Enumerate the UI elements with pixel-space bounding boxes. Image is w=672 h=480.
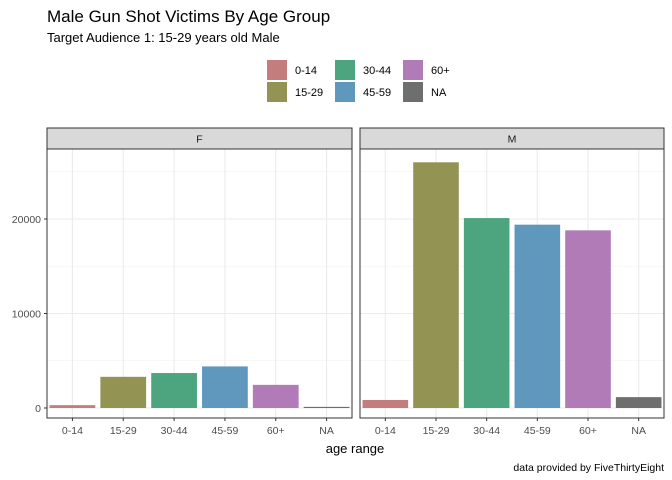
legend-label-0-14: 0-14 [295,65,317,77]
legend-label-30-44: 30-44 [363,65,391,77]
chart-subtitle: Target Audience 1: 15-29 years old Male [47,30,280,45]
facet-panel-M: M 0-14 15-29 30-44 45-59 60+ NA [359,127,665,437]
legend-label-45-59: 45-59 [363,87,391,99]
bar-F-30-44 [151,373,197,408]
facet-strip-label-F: F [196,134,202,146]
x-tick-label-M-NA: NA [631,425,646,437]
bar-F-45-59 [202,366,248,408]
legend-label-NA: NA [431,87,447,99]
plot-background-F [47,149,352,418]
bar-M-NA [615,397,662,408]
x-tick-label-M-15-29: 15-29 [423,425,450,437]
bar-M-30-44 [463,218,510,408]
x-axis-label: age range [326,441,385,456]
x-tick-label-F-15-29: 15-29 [110,425,137,437]
x-tick-label-M-30-44: 30-44 [473,425,500,437]
facet-strip-label-M: M [508,134,517,146]
bar-F-0-14 [49,405,96,408]
bar-M-15-29 [413,162,459,408]
chart-title: Male Gun Shot Victims By Age Group [47,7,330,26]
legend-swatch-30-44 [335,60,355,80]
legend-swatch-60+ [403,60,423,80]
bar-F-60+ [252,384,299,408]
bar-M-60+ [565,230,611,408]
y-tick-label-0: 0 [35,403,41,415]
bar-F-NA [303,406,350,408]
x-tick-label-F-30-44: 30-44 [161,425,188,437]
x-tick-label-F-45-59: 45-59 [211,425,238,437]
legend-swatch-0-14 [267,60,287,80]
bar-F-15-29 [100,376,147,408]
y-tick-label-20000: 20000 [12,214,41,226]
legend-swatch-NA [403,82,423,102]
legend: 0-14 15-29 30-44 45-59 60+ NA [267,60,450,102]
plot-background-M [360,149,664,418]
bar-M-45-59 [514,224,561,408]
y-tick-label-10000: 10000 [12,309,41,321]
legend-label-15-29: 15-29 [295,87,323,99]
legend-swatch-15-29 [267,82,287,102]
facet-panels: F 0-14 15-29 30-44 45-59 60+ NA M 0-14 15-29 30-44… [12,127,665,437]
x-tick-label-M-45-59: 45-59 [524,425,551,437]
bar-M-0-14 [362,399,409,408]
y-axis: 0 10000 20000 [12,214,47,415]
chart-caption: data provided by FiveThirtyEight [513,462,664,474]
legend-swatch-45-59 [335,82,355,102]
x-tick-label-F-0-14: 0-14 [62,425,83,437]
panel-border-M [359,148,665,419]
legend-label-60+: 60+ [431,65,450,77]
x-tick-label-F-NA: NA [319,425,334,437]
x-tick-label-M-0-14: 0-14 [375,425,396,437]
x-tick-label-M-60+: 60+ [579,425,597,437]
facet-panel-F: F 0-14 15-29 30-44 45-59 60+ NA [46,127,353,437]
x-tick-label-F-60+: 60+ [267,425,285,437]
panel-border-F [46,148,353,419]
